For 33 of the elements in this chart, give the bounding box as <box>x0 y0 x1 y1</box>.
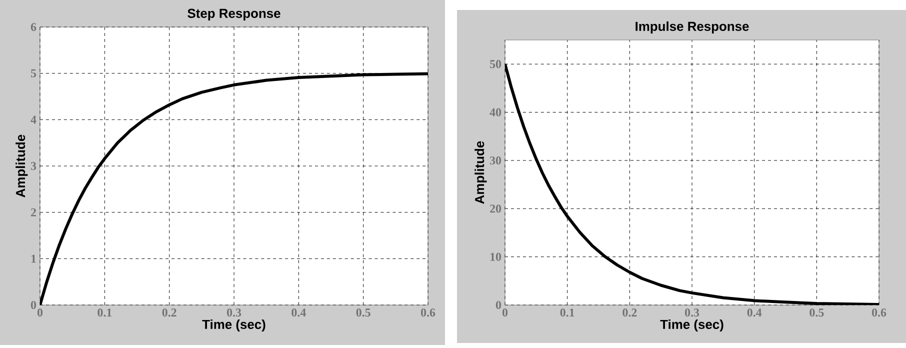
y-tick-label: 10 <box>490 252 502 261</box>
y-tick-label: 4 <box>30 116 36 124</box>
x-tick-label: 0 <box>502 308 508 317</box>
x-tick-label: 0.2 <box>162 308 176 317</box>
y-tick-label: 40 <box>490 108 502 116</box>
y-axis-title: Amplitude <box>474 141 487 204</box>
y-tick-label: 5 <box>30 69 36 78</box>
x-tick-label: 0.5 <box>356 308 370 317</box>
x-tick-label: 0.5 <box>810 308 824 317</box>
x-axis-title: Time (sec) <box>660 319 724 332</box>
x-axis-title: Time (sec) <box>202 319 266 332</box>
y-tick-label: 1 <box>31 254 36 263</box>
x-tick-label: 0.3 <box>226 308 242 317</box>
x-tick-label: 0.6 <box>420 308 436 317</box>
chart-title: Impulse Response <box>636 21 749 34</box>
y-tick-label: 0 <box>30 300 36 310</box>
x-tick-label: 0.4 <box>292 308 306 317</box>
x-tick-label: 0.1 <box>560 308 574 317</box>
x-tick-label: 0.1 <box>98 308 112 317</box>
y-tick-label: 30 <box>490 156 502 164</box>
y-tick-label: 6 <box>30 22 36 32</box>
x-tick-label: 0.4 <box>747 308 762 317</box>
y-tick-label: 2 <box>31 208 36 216</box>
x-tick-label: 0.6 <box>872 308 886 317</box>
chart-title: Step Response <box>188 8 280 21</box>
x-tick-label: 0.2 <box>622 308 637 317</box>
x-tick-label: 0 <box>37 308 43 317</box>
y-tick-label: 50 <box>490 60 502 68</box>
y-tick-label: 3 <box>30 162 36 170</box>
y-tick-label: 0 <box>496 300 502 310</box>
y-tick-label: 20 <box>490 204 502 213</box>
y-axis-title: Amplitude <box>16 134 28 198</box>
x-tick-label: 0.3 <box>684 308 700 317</box>
